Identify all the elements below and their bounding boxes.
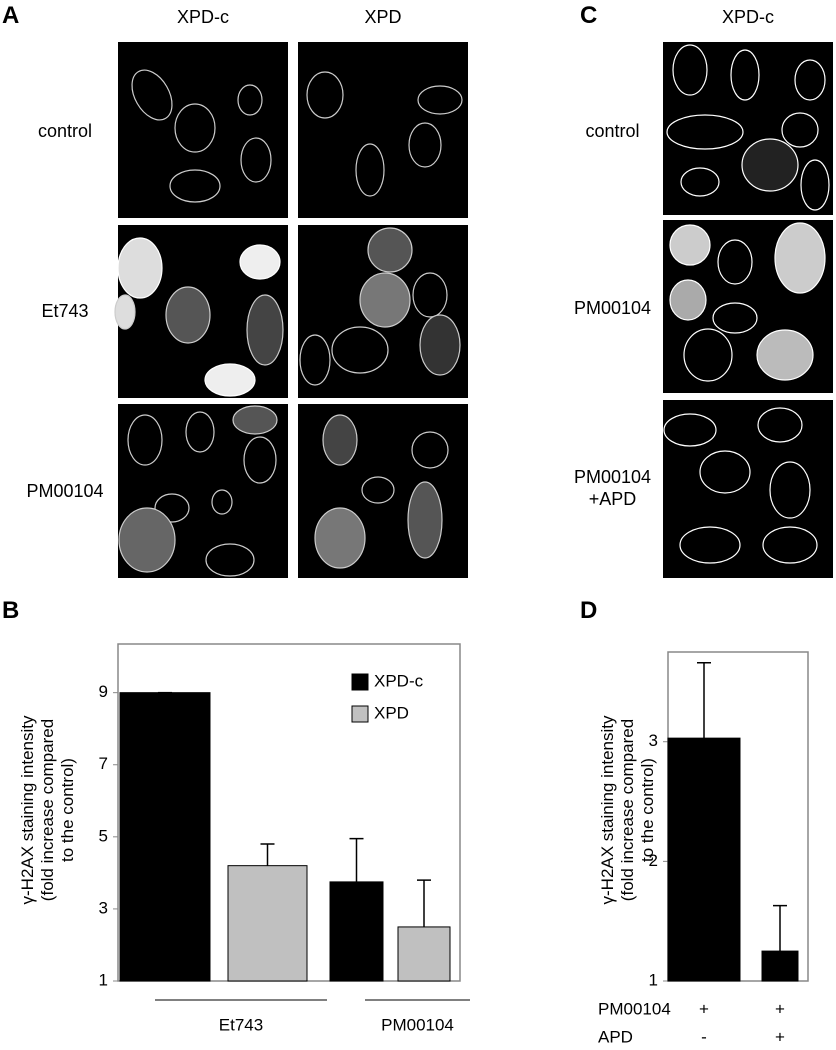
row-label: control: [37, 121, 93, 141]
legend-swatch: [351, 673, 369, 691]
y-tick-label: 9: [99, 682, 108, 701]
column-label: XPD-c: [721, 7, 774, 27]
condition-label: PM00104: [598, 999, 671, 1018]
legend-label: XPD-c: [374, 671, 424, 690]
error-bar: [697, 662, 711, 739]
panel-label: D: [580, 597, 598, 624]
condition-value: +: [775, 1027, 785, 1046]
condition-value: +: [775, 999, 785, 1018]
error-bar: [260, 843, 275, 866]
x-tick-label: PM00104: [381, 1015, 454, 1034]
error-bar: [349, 837, 364, 882]
y-tick-label: 2: [649, 851, 658, 870]
y-tick-label: 3: [649, 731, 658, 750]
y-tick-label: 7: [99, 754, 108, 773]
panel-label: A: [2, 2, 20, 29]
condition-value: +: [699, 999, 709, 1018]
row-label: control: [585, 121, 640, 141]
legend-swatch: [351, 705, 369, 723]
row-label: PM00104: [573, 298, 652, 318]
nuclei-outlines: [114, 44, 830, 577]
row-label: PM00104 +APD: [573, 467, 652, 509]
error-bar: [417, 879, 431, 927]
y-tick-label: 1: [99, 970, 108, 989]
error-bar: [773, 904, 787, 952]
micrograph: [118, 42, 288, 218]
column-label: XPD-c: [176, 7, 229, 27]
micrograph: [663, 42, 833, 215]
y-axis-title: γ-H2AX staining intensity (fold increase…: [18, 715, 77, 905]
bar: [667, 737, 741, 982]
bar: [119, 692, 211, 982]
row-label: PM00104: [26, 481, 104, 501]
micrograph: [663, 400, 833, 578]
x-tick-label: Et743: [219, 1015, 263, 1034]
y-tick-label: 5: [99, 826, 108, 845]
y-tick-label: 1: [649, 970, 658, 989]
micrograph: [298, 42, 468, 218]
condition-label: APD: [598, 1027, 633, 1046]
legend-label: XPD: [374, 703, 409, 722]
y-tick-label: 3: [99, 898, 108, 917]
row-label: Et743: [41, 301, 89, 321]
column-label: XPD: [364, 7, 402, 27]
bar: [329, 881, 384, 982]
micrograph-grid-a: [118, 42, 833, 578]
bar: [227, 865, 308, 982]
panel-label: C: [580, 2, 598, 29]
bar: [397, 926, 451, 982]
panel-label: B: [2, 597, 20, 624]
bar: [761, 950, 799, 982]
condition-value: -: [701, 1027, 707, 1046]
y-axis-title: γ-H2AX staining intensity (fold increase…: [598, 715, 657, 905]
